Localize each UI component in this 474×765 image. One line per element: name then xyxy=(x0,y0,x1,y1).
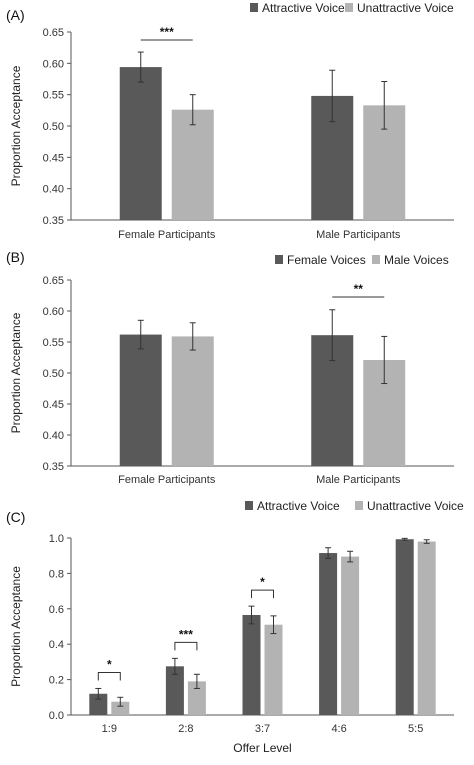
panel-c-y-title: Proportion Acceptance xyxy=(9,566,23,687)
panel-c-bar xyxy=(165,666,184,715)
panel-a-xtick-label: Male Participants xyxy=(316,229,401,241)
panel-c-legend-swatch xyxy=(245,501,253,510)
panel-c-ytick-label: 1.0 xyxy=(49,533,64,545)
panel-c-ytick-label: 0.6 xyxy=(49,604,64,616)
panel-a-ytick-label: 0.40 xyxy=(43,184,64,196)
panel-b-y-title: Proportion Acceptance xyxy=(9,312,23,433)
panel-a-legend-swatch xyxy=(250,3,258,12)
panel-c-bar xyxy=(89,693,108,715)
panel-b-ytick-label: 0.45 xyxy=(43,399,64,411)
panel-c-sig-bracket xyxy=(174,641,198,651)
panel-a-ytick-label: 0.45 xyxy=(43,152,64,164)
panel-b-label: (B) xyxy=(6,249,25,265)
panel-a-legend-swatch xyxy=(345,3,353,12)
panel-c-bar xyxy=(319,553,338,715)
panel-c-xtick-label: 4:6 xyxy=(331,723,346,735)
panel-c-bar xyxy=(341,556,360,715)
panel-c-x-title: Offer Level xyxy=(233,741,291,755)
panel-c-ytick-label: 0.4 xyxy=(49,639,64,651)
panel-b-ytick-label: 0.60 xyxy=(43,306,64,318)
panel-b-legend-label: Male Voices xyxy=(384,253,449,267)
panel-b-ytick-label: 0.40 xyxy=(43,430,64,442)
panel-b-ytick-label: 0.50 xyxy=(43,368,64,380)
panel-b-ytick-label: 0.35 xyxy=(43,461,64,473)
panel-a-label: (A) xyxy=(6,7,25,23)
panel-c-legend-swatch xyxy=(355,501,363,510)
panel-b-legend-label: Female Voices xyxy=(287,253,366,267)
panel-c-bar xyxy=(111,701,130,715)
panel-a-legend-label: Unattractive Voice xyxy=(357,1,454,15)
panel-c-legend-label: Attractive Voice xyxy=(257,499,340,513)
panel-c-bar xyxy=(242,614,261,715)
panel-b-ytick-label: 0.55 xyxy=(43,337,64,349)
panel-c-bar xyxy=(417,541,436,715)
panel-c-xtick-label: 5:5 xyxy=(408,723,423,735)
panel-c-legend-label: Unattractive Voice xyxy=(367,499,464,513)
panel-b-bar xyxy=(171,336,214,466)
panel-a-legend-label: Attractive Voice xyxy=(262,1,345,15)
panel-b-legend-swatch xyxy=(372,255,380,264)
panel-c-sig-bracket xyxy=(251,589,274,599)
panel-c-bar xyxy=(187,681,206,715)
panel-c-sig-bracket xyxy=(97,671,121,681)
panel-b-legend-swatch xyxy=(275,255,283,264)
panel-c-bar xyxy=(395,539,414,715)
panel-a-ytick-label: 0.50 xyxy=(43,121,64,133)
panel-a-ytick-label: 0.60 xyxy=(43,58,64,70)
panel-c-label: (C) xyxy=(6,509,25,525)
panel-c-xtick-label: 1:9 xyxy=(102,723,117,735)
panel-a-bar xyxy=(171,109,214,220)
panel-c-sig-label: *** xyxy=(179,627,193,641)
panel-a-sig-label: *** xyxy=(160,25,174,39)
panel-c-sig-label: * xyxy=(107,657,112,671)
panel-b-xtick-label: Male Participants xyxy=(316,474,401,486)
panel-b-ytick-label: 0.65 xyxy=(43,275,64,287)
panel-c-bar xyxy=(264,624,283,715)
panel-c-ytick-label: 0.8 xyxy=(49,568,64,580)
panel-c-xtick-label: 3:7 xyxy=(255,723,270,735)
panel-c-xtick-label: 2:8 xyxy=(178,723,193,735)
panel-c-ytick-label: 0.0 xyxy=(49,710,64,722)
panel-a-bar xyxy=(119,67,162,221)
panel-c-sig-label: * xyxy=(260,575,265,589)
panel-a-y-title: Proportion Acceptance xyxy=(9,65,23,186)
panel-b-xtick-label: Female Participants xyxy=(118,474,216,486)
panel-c-ytick-label: 0.2 xyxy=(49,675,64,687)
panel-a-ytick-label: 0.35 xyxy=(43,215,64,227)
panel-b-bar xyxy=(119,334,162,466)
panel-a-ytick-label: 0.65 xyxy=(43,27,64,39)
panel-a-xtick-label: Female Participants xyxy=(118,229,216,241)
panel-a-ytick-label: 0.55 xyxy=(43,90,64,102)
panel-b-sig-label: ** xyxy=(354,282,364,296)
